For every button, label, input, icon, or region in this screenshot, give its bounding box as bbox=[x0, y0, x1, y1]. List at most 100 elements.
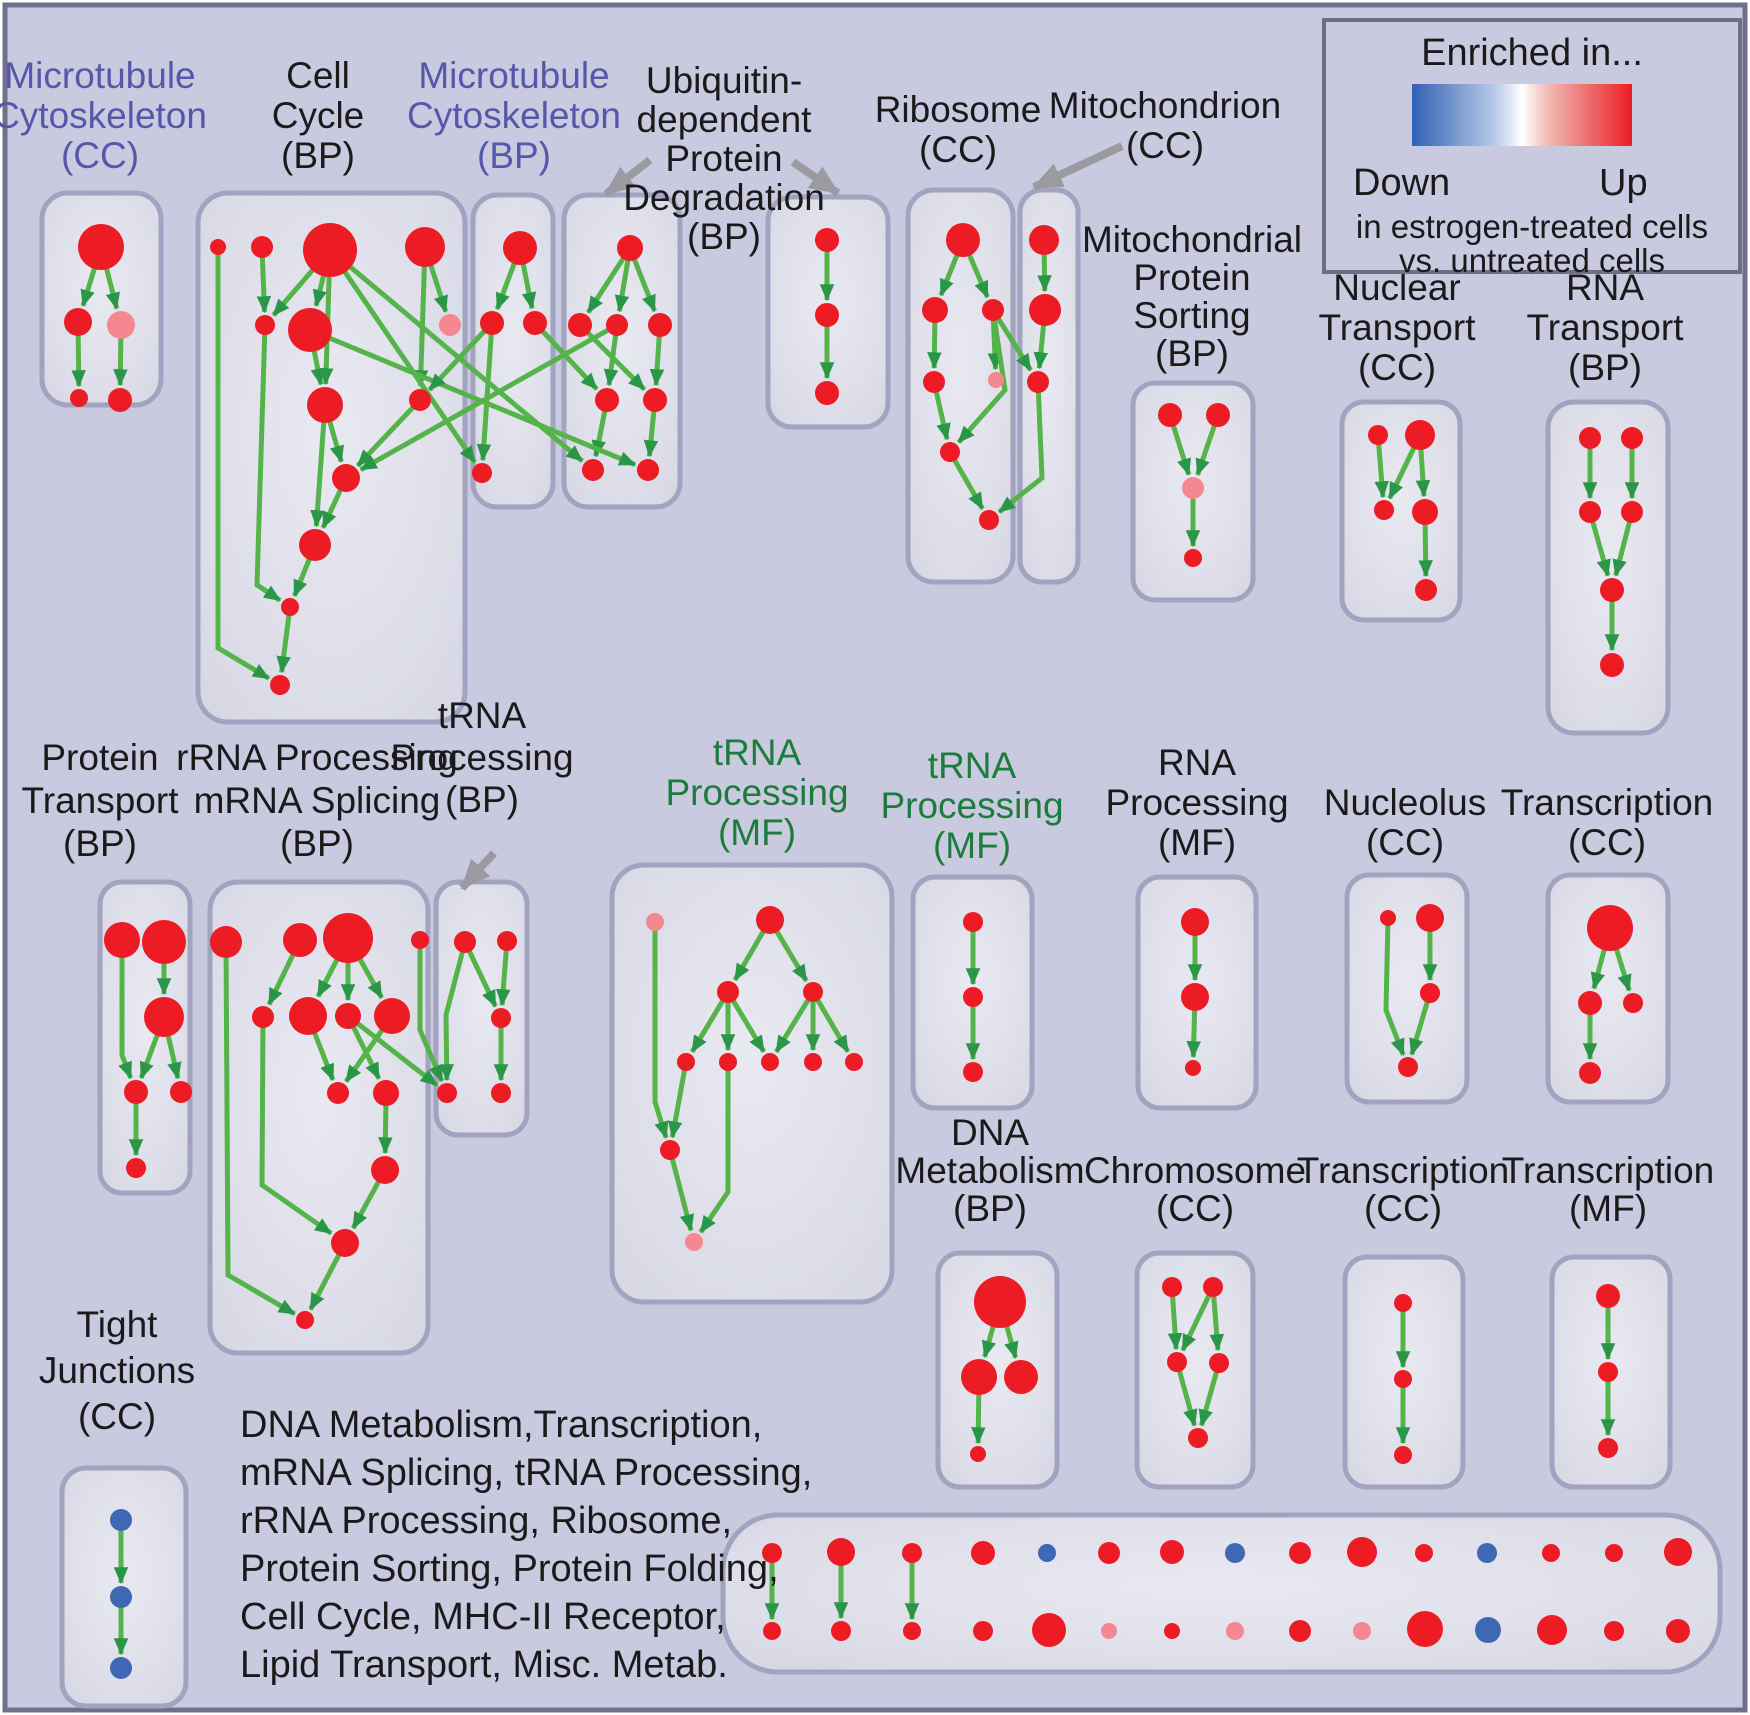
gene-node-blue bbox=[110, 1586, 132, 1608]
gene-node-blue bbox=[1477, 1543, 1497, 1563]
gene-node-red bbox=[170, 1081, 192, 1103]
gene-node-red bbox=[804, 1053, 822, 1071]
gene-node-red bbox=[373, 1080, 399, 1106]
edge-trnabp bbox=[439, 941, 468, 1082]
gene-node-red bbox=[979, 510, 999, 530]
cluster-label-ribosome: Ribosome (CC) bbox=[875, 89, 1042, 170]
edge-microbp bbox=[476, 322, 495, 462]
gene-node-red bbox=[142, 920, 186, 964]
gene-node-red bbox=[1203, 1277, 1223, 1297]
gene-node-pink bbox=[988, 372, 1004, 388]
cluster-box-microcc bbox=[39, 190, 164, 408]
gene-node-red bbox=[78, 224, 124, 270]
gene-node-red bbox=[903, 1622, 921, 1640]
gene-node-red bbox=[1664, 1538, 1692, 1566]
edge-chromosome bbox=[1167, 1286, 1183, 1351]
gene-node-red bbox=[648, 313, 672, 337]
edge-prottrans bbox=[118, 940, 134, 1080]
gene-node-red bbox=[643, 388, 667, 412]
cross-edge bbox=[427, 321, 494, 392]
gene-node-red bbox=[1206, 403, 1230, 427]
gene-node-red bbox=[491, 1008, 511, 1028]
gene-node-red bbox=[104, 922, 140, 958]
gene-node-red bbox=[1600, 653, 1624, 677]
gene-node-red bbox=[1209, 1353, 1229, 1373]
gene-node-red bbox=[946, 223, 980, 257]
cluster-label-trnamf2: tRNA Processing (MF) bbox=[880, 745, 1063, 866]
gene-node-red bbox=[1289, 1542, 1311, 1564]
gene-node-red bbox=[1188, 1428, 1208, 1448]
cluster-box-nuctrans bbox=[1339, 399, 1463, 623]
gene-node-red bbox=[970, 1446, 986, 1462]
gene-node-red bbox=[252, 1006, 274, 1028]
gene-node-red bbox=[761, 1053, 779, 1071]
gene-node-red bbox=[973, 1621, 993, 1641]
gene-node-red bbox=[323, 913, 373, 963]
gene-node-red bbox=[660, 1140, 680, 1160]
cluster-box-rrna bbox=[207, 879, 431, 1356]
gene-node-red bbox=[251, 236, 273, 258]
gene-node-red bbox=[1621, 427, 1643, 449]
gene-node-red bbox=[1587, 905, 1633, 951]
gene-node-red bbox=[1407, 1611, 1443, 1647]
gene-node-red bbox=[409, 389, 431, 411]
gene-node-red bbox=[411, 931, 429, 949]
gene-node-red bbox=[1029, 225, 1059, 255]
gene-node-red bbox=[1004, 1360, 1038, 1394]
edge-trnamf1 bbox=[810, 990, 851, 1053]
gene-node-red bbox=[255, 315, 275, 335]
cluster-label-nucleolus: Nucleolus (CC) bbox=[1324, 782, 1486, 863]
cluster-label-trnabp: tRNA Processing (BP) bbox=[390, 695, 573, 820]
gene-node-red bbox=[1394, 1446, 1412, 1464]
gene-node-pink bbox=[1226, 1622, 1244, 1640]
edge-trnabp bbox=[495, 940, 511, 1007]
edge-cellcycle bbox=[276, 606, 293, 674]
gene-node-red bbox=[332, 464, 360, 492]
gene-node-red bbox=[289, 997, 327, 1035]
gene-node-red bbox=[974, 1276, 1026, 1328]
gene-node-red bbox=[971, 1541, 995, 1565]
gene-node-red bbox=[803, 982, 823, 1002]
gene-node-red bbox=[1420, 983, 1440, 1003]
gene-node-pink bbox=[1101, 1623, 1117, 1639]
gene-node-red bbox=[719, 1053, 737, 1071]
gene-node-red bbox=[1162, 1277, 1182, 1297]
cluster-label-prottrans: Protein Transport (BP) bbox=[22, 737, 180, 864]
label-pointer-arrow bbox=[459, 850, 497, 891]
cluster-box-microbp bbox=[470, 192, 556, 510]
gene-node-red bbox=[523, 311, 547, 335]
gene-node-red bbox=[210, 239, 226, 255]
gene-node-red bbox=[922, 297, 948, 323]
gene-node-red bbox=[124, 1080, 148, 1104]
gene-node-red bbox=[296, 1311, 314, 1329]
edge-cellcycle bbox=[310, 404, 328, 528]
edge-chromosome bbox=[1209, 1286, 1224, 1352]
gene-node-blue bbox=[1475, 1617, 1501, 1643]
edge-cellcycle bbox=[355, 398, 422, 468]
gene-node-red bbox=[1578, 991, 1602, 1015]
label-pointer-arrow bbox=[790, 158, 841, 197]
gene-node-blue bbox=[1038, 1544, 1056, 1562]
gene-node-red bbox=[1029, 294, 1061, 326]
gene-node-red bbox=[1380, 910, 1396, 926]
gene-node-red bbox=[1579, 1062, 1601, 1084]
legend-title: Enriched in... bbox=[1421, 32, 1643, 74]
gene-node-red bbox=[1158, 403, 1182, 427]
gene-node-red bbox=[283, 923, 317, 957]
gene-node-red bbox=[1596, 1284, 1620, 1308]
edge-cellcycle bbox=[215, 247, 271, 681]
gene-node-red bbox=[281, 598, 299, 616]
gene-node-red bbox=[472, 463, 492, 483]
gene-node-red bbox=[717, 981, 739, 1003]
gene-node-pink bbox=[107, 311, 135, 339]
gene-node-red bbox=[756, 906, 784, 934]
gene-node-red bbox=[1394, 1294, 1412, 1312]
gene-node-red bbox=[1623, 993, 1643, 1013]
cross-edge bbox=[990, 308, 1033, 372]
edge-cellcycle bbox=[413, 246, 429, 388]
gene-node-pink bbox=[439, 314, 461, 336]
gene-node-red bbox=[831, 1621, 851, 1641]
gene-node-red bbox=[582, 459, 604, 481]
edge-ubileft bbox=[578, 323, 647, 392]
